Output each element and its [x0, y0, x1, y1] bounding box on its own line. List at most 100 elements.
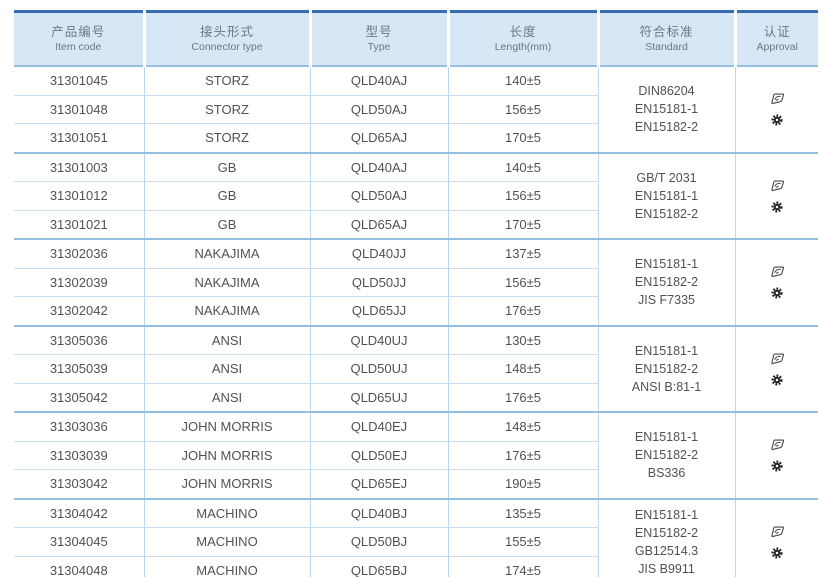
approval-icons — [740, 91, 815, 127]
gear-seal-icon — [770, 546, 784, 560]
col-header-length-zh: 长度 — [509, 24, 537, 39]
item-code-cell: 31304045 — [14, 527, 144, 557]
standard-line: EN15182-2 — [634, 448, 699, 463]
standard-line: EN15182-2 — [634, 206, 699, 221]
standard-line: EN15182-2 — [634, 525, 699, 540]
item-code-cell: 31301048 — [14, 95, 144, 124]
table-row: 31301012 GB QLD50AJ 156±5 — [14, 181, 818, 211]
type-cell: QLD50AJ — [309, 181, 448, 211]
type-cell: QLD50JJ — [309, 268, 448, 297]
standard-line: EN15181-1 — [634, 257, 699, 272]
length-cell: 170±5 — [447, 210, 598, 240]
standards-cell: EN15181-1 EN15182-2 GB12514.3 JIS B9911 — [597, 497, 735, 577]
stamp-logo-icon — [768, 178, 786, 193]
length-cell: 156±5 — [447, 95, 598, 124]
length-cell: 130±5 — [447, 324, 598, 355]
col-header-type-zh: 型号 — [365, 24, 393, 39]
standard-line: ANSI B:81-1 — [631, 379, 702, 394]
standard-line: BS336 — [647, 466, 686, 481]
col-header-length-en: Length(mm) — [494, 40, 552, 53]
gear-seal-icon — [770, 200, 784, 214]
item-code-cell: 31301003 — [14, 151, 144, 182]
product-spec-table: 产品编号 Item code 接头形式 Connector type 型号 Ty… — [14, 10, 818, 577]
standard-line: JIS F7335 — [638, 293, 695, 308]
type-cell: QLD50UJ — [309, 354, 448, 384]
type-cell: QLD65JJ — [309, 296, 448, 326]
item-code-cell: 31301051 — [14, 123, 144, 153]
connector-type-cell: GB — [143, 181, 310, 211]
type-cell: QLD40UJ — [309, 324, 448, 355]
length-cell: 155±5 — [447, 527, 598, 557]
table-row: 31301003 GB QLD40AJ 140±5 GB/T 2031 EN15181-1… — [14, 151, 818, 240]
col-header-connector-type: 接头形式 Connector type — [142, 11, 310, 66]
length-cell: 148±5 — [447, 354, 598, 384]
connector-type-cell: NAKAJIMA — [143, 296, 310, 326]
table-row: 31302039 NAKAJIMA QLD50JJ 156±5 — [14, 268, 818, 297]
standard-line: EN15181-1 — [634, 343, 699, 358]
connector-type-cell: JOHN MORRIS — [143, 441, 310, 470]
connector-type-cell: ANSI — [143, 324, 310, 355]
approval-icons — [740, 178, 815, 214]
item-code-cell: 31301045 — [14, 65, 144, 96]
length-cell: 156±5 — [447, 181, 598, 211]
standard-line: EN15181-1 — [634, 507, 699, 522]
gear-seal-icon — [770, 113, 784, 127]
connector-type-cell: NAKAJIMA — [143, 238, 310, 269]
approval-cell — [734, 65, 818, 153]
col-header-item-code-zh: 产品编号 — [51, 24, 106, 39]
connector-type-cell: STORZ — [143, 123, 310, 153]
col-header-item-code-en: Item code — [55, 40, 102, 53]
stamp-logo-icon — [768, 264, 786, 279]
approval-cell — [734, 151, 818, 240]
approval-icons — [740, 524, 815, 560]
stamp-logo-icon — [768, 91, 786, 106]
approval-cell — [734, 497, 818, 577]
length-cell: 190±5 — [447, 469, 598, 499]
table-row: 31304045 MACHINO QLD50BJ 155±5 — [14, 527, 818, 557]
col-header-approval-en: Approval — [756, 40, 798, 53]
length-cell: 156±5 — [447, 268, 598, 297]
connector-type-cell: GB — [143, 210, 310, 240]
gear-seal-icon — [770, 286, 784, 300]
type-cell: QLD40EJ — [309, 411, 448, 442]
table-row: 31304042 MACHINO QLD40BJ 135±5 EN15181-1 EN15… — [14, 497, 818, 577]
standard-line: DIN86204 — [638, 84, 695, 99]
type-cell: QLD50BJ — [309, 527, 448, 557]
type-cell: QLD65BJ — [309, 556, 448, 577]
standard-line: JIS B9911 — [638, 561, 695, 576]
table-row: 31303039 JOHN MORRIS QLD50EJ 176±5 — [14, 441, 818, 470]
table-row: 31302036 NAKAJIMA QLD40JJ 137±5 EN15181-1 EN1… — [14, 238, 818, 326]
col-header-standard-zh: 符合标准 — [639, 24, 694, 39]
length-cell: 176±5 — [447, 441, 598, 470]
type-cell: QLD40JJ — [309, 238, 448, 269]
item-code-cell: 31305042 — [14, 383, 144, 413]
item-code-cell: 31302039 — [14, 268, 144, 297]
approval-icons — [740, 437, 815, 473]
approval-cell — [734, 411, 818, 499]
standard-line: EN15181-1 — [634, 102, 699, 117]
col-header-connector-type-en: Connector type — [191, 40, 263, 53]
connector-type-cell: MACHINO — [143, 527, 310, 557]
stamp-logo-icon — [768, 524, 786, 539]
connector-type-cell: STORZ — [143, 95, 310, 124]
gear-seal-icon — [770, 459, 784, 473]
type-cell: QLD65AJ — [309, 123, 448, 153]
standard-line: GB/T 2031 — [636, 170, 697, 185]
standard-line: EN15182-2 — [634, 120, 699, 135]
length-cell: 137±5 — [447, 238, 598, 269]
col-header-connector-type-zh: 接头形式 — [199, 24, 254, 39]
table-row: 31303036 JOHN MORRIS QLD40EJ 148±5 EN15181-1… — [14, 411, 818, 499]
approval-cell — [734, 238, 818, 326]
item-code-cell: 31305036 — [14, 324, 144, 355]
item-code-cell: 31301021 — [14, 210, 144, 240]
length-cell: 148±5 — [447, 411, 598, 442]
item-code-cell: 31302036 — [14, 238, 144, 269]
connector-type-cell: JOHN MORRIS — [143, 411, 310, 442]
table-row: 31303042 JOHN MORRIS QLD65EJ 190±5 — [14, 469, 818, 499]
table-row: 31305039 ANSI QLD50UJ 148±5 — [14, 354, 818, 384]
connector-type-cell: MACHINO — [143, 556, 310, 577]
length-cell: 170±5 — [447, 123, 598, 153]
col-header-type-en: Type — [367, 40, 391, 53]
type-cell: QLD65AJ — [309, 210, 448, 240]
